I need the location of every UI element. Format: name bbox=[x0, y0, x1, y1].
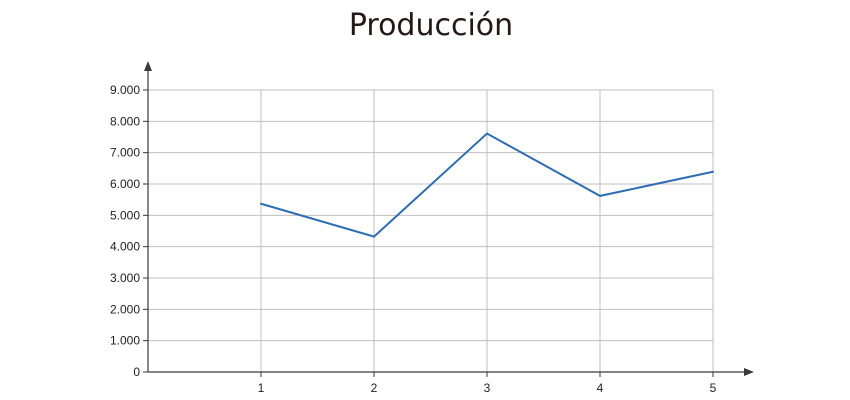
x-tick-label: 3 bbox=[484, 381, 491, 395]
x-tick-label: 1 bbox=[258, 381, 265, 395]
data-point bbox=[486, 132, 488, 135]
y-tick-label: 8.000 bbox=[110, 114, 140, 128]
y-tick-label: 7.000 bbox=[110, 146, 140, 160]
y-tick-label: 3.000 bbox=[110, 271, 140, 285]
y-axis-arrow bbox=[144, 61, 152, 71]
grid-lines bbox=[148, 89, 714, 372]
data-point bbox=[712, 170, 714, 173]
y-tick-label: 1.000 bbox=[110, 334, 140, 348]
data-point bbox=[599, 194, 601, 197]
y-tick-label: 0 bbox=[133, 365, 140, 379]
series-layer bbox=[260, 132, 714, 238]
y-tick-label: 5.000 bbox=[110, 208, 140, 222]
axes bbox=[144, 61, 754, 376]
data-point bbox=[373, 235, 375, 238]
x-tick-label: 4 bbox=[597, 381, 604, 395]
y-tick-label: 2.000 bbox=[110, 302, 140, 316]
x-tick-label: 5 bbox=[710, 381, 717, 395]
y-tick-label: 6.000 bbox=[110, 177, 140, 191]
data-point bbox=[260, 202, 262, 205]
tick-marks bbox=[143, 89, 714, 377]
chart-title: Producción bbox=[348, 8, 514, 43]
y-tick-label: 9.000 bbox=[110, 83, 140, 97]
tick-labels: 0 1.000 2.000 3.000 4.000 5.000 6.000 7.000 8.00… bbox=[110, 83, 717, 395]
y-tick-label: 4.000 bbox=[110, 240, 140, 254]
x-tick-label: 2 bbox=[371, 381, 378, 395]
x-axis-arrow bbox=[744, 368, 754, 376]
